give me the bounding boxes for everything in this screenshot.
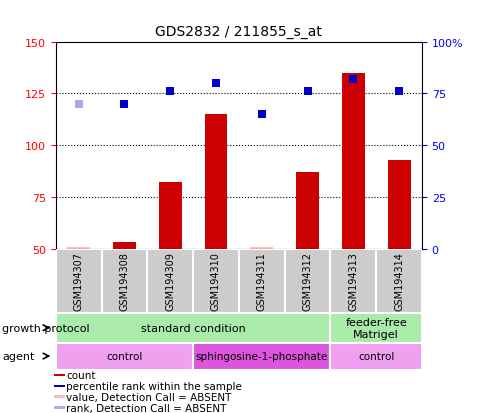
Bar [56, 249, 101, 313]
Text: GSM194310: GSM194310 [211, 252, 221, 311]
Point [257, 112, 265, 118]
Bar [387, 160, 409, 249]
Text: control: control [106, 351, 142, 361]
Text: GSM194314: GSM194314 [393, 252, 403, 311]
Text: standard condition: standard condition [140, 323, 245, 333]
Bar [56, 313, 330, 343]
Point [121, 101, 128, 108]
Text: count: count [66, 370, 95, 380]
Bar [204, 115, 227, 249]
Bar [284, 249, 330, 313]
Bar [193, 343, 330, 370]
Text: growth protocol: growth protocol [2, 323, 90, 333]
Text: agent: agent [2, 351, 35, 361]
Bar [53, 385, 65, 387]
Text: GSM194313: GSM194313 [348, 252, 358, 311]
Bar [147, 249, 193, 313]
Point [348, 76, 356, 83]
Bar [295, 173, 318, 249]
Text: GSM194311: GSM194311 [256, 252, 266, 311]
Text: GSM194308: GSM194308 [119, 252, 129, 311]
Bar [56, 343, 193, 370]
Title: GDS2832 / 211855_s_at: GDS2832 / 211855_s_at [155, 25, 322, 39]
Point [166, 89, 174, 95]
Text: value, Detection Call = ABSENT: value, Detection Call = ABSENT [66, 392, 231, 402]
Text: feeder-free
Matrigel: feeder-free Matrigel [345, 317, 406, 339]
Text: control: control [357, 351, 393, 361]
Point [212, 81, 219, 87]
Bar [53, 374, 65, 376]
Text: GSM194312: GSM194312 [302, 252, 312, 311]
Bar [53, 395, 65, 398]
Bar [330, 249, 376, 313]
Bar [250, 247, 272, 249]
Point [75, 101, 82, 108]
Text: rank, Detection Call = ABSENT: rank, Detection Call = ABSENT [66, 403, 226, 413]
Bar [341, 74, 364, 249]
Bar [67, 247, 90, 249]
Bar [330, 343, 421, 370]
Bar [101, 249, 147, 313]
Text: GSM194309: GSM194309 [165, 252, 175, 311]
Bar [376, 249, 421, 313]
Bar [238, 249, 284, 313]
Bar [193, 249, 238, 313]
Point [394, 89, 402, 95]
Bar [330, 313, 421, 343]
Bar [113, 243, 136, 249]
Text: GSM194307: GSM194307 [74, 252, 83, 311]
Text: sphingosine-1-phosphate: sphingosine-1-phosphate [195, 351, 327, 361]
Text: percentile rank within the sample: percentile rank within the sample [66, 381, 242, 391]
Bar [53, 406, 65, 409]
Point [303, 89, 311, 95]
Bar [158, 183, 182, 249]
